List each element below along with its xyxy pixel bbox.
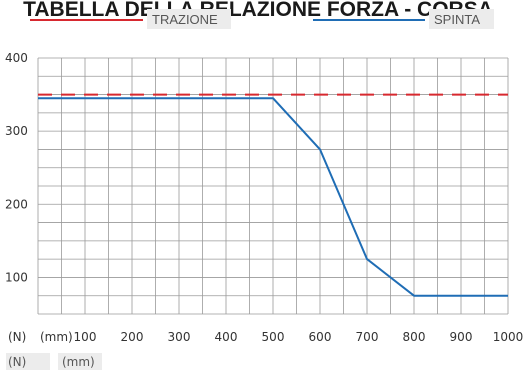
footer-units: (N) (mm) bbox=[6, 353, 102, 370]
chart-title: TABELLA DELLA RELAZIONE FORZA - CORSA bbox=[23, 0, 493, 21]
x-tick-label-700: 700 bbox=[356, 330, 379, 344]
x-tick-label-600: 600 bbox=[309, 330, 332, 344]
legend-label-trazione: TRAZIONE bbox=[152, 12, 218, 27]
x-tick-label-100: 100 bbox=[74, 330, 97, 344]
x-unit-label: (mm) bbox=[40, 330, 73, 344]
plot-area: 100 200 300 400 500 600 700 800 900 1000 100 200 300… bbox=[5, 51, 523, 344]
x-tick-label-300: 300 bbox=[168, 330, 191, 344]
y-tick-label-400: 400 bbox=[5, 51, 28, 65]
unit-labels: (N) (mm) bbox=[8, 330, 73, 344]
y-unit-label: (N) bbox=[8, 330, 26, 344]
y-tick-label-300: 300 bbox=[5, 124, 28, 138]
footer-unit-y: (N) bbox=[8, 355, 26, 369]
y-tick-label-200: 200 bbox=[5, 197, 28, 211]
legend-label-spinta: SPINTA bbox=[434, 12, 480, 27]
x-tick-label-900: 900 bbox=[450, 330, 473, 344]
x-tick-label-800: 800 bbox=[403, 330, 426, 344]
x-tick-label-1000: 1000 bbox=[493, 330, 524, 344]
y-tick-label-100: 100 bbox=[5, 270, 28, 284]
x-tick-label-200: 200 bbox=[121, 330, 144, 344]
x-tick-label-500: 500 bbox=[262, 330, 285, 344]
x-tick-label-400: 400 bbox=[215, 330, 238, 344]
footer-unit-x: (mm) bbox=[62, 355, 95, 369]
